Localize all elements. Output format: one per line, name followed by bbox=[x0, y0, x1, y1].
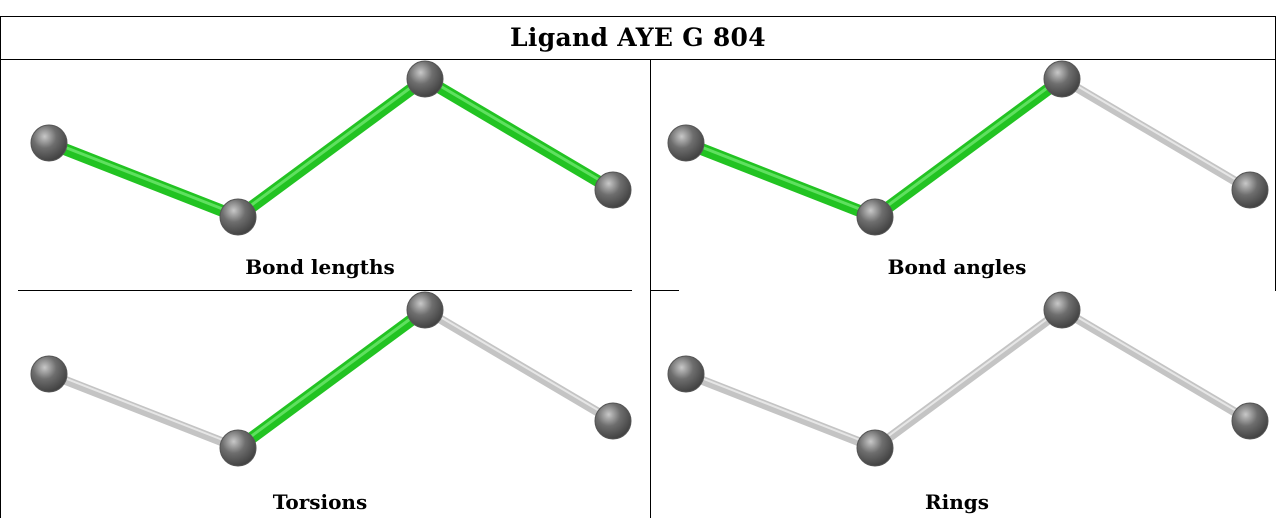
molecule-diagram bbox=[667, 291, 1269, 467]
bond-2 bbox=[870, 305, 1067, 453]
title-divider bbox=[0, 59, 1276, 60]
top-border bbox=[0, 16, 1276, 17]
molecule-diagram bbox=[30, 60, 632, 236]
molecule-diagram bbox=[667, 60, 1269, 236]
bond-1-shine bbox=[48, 371, 239, 447]
panel-rings: Rings bbox=[638, 291, 1276, 521]
left-border bbox=[0, 16, 1, 518]
bond-2 bbox=[869, 73, 1068, 223]
panel-caption: Torsions bbox=[272, 490, 368, 514]
atom-4 bbox=[1231, 402, 1269, 440]
bond-3 bbox=[1057, 74, 1255, 195]
atom-1 bbox=[30, 355, 68, 393]
atom-3 bbox=[406, 60, 444, 98]
atom-3 bbox=[406, 291, 444, 329]
atom-1 bbox=[667, 355, 705, 393]
bond-2-shine bbox=[236, 306, 427, 448]
atom-1 bbox=[30, 124, 68, 162]
bond-2-shine bbox=[873, 75, 1064, 217]
atom-4 bbox=[594, 171, 632, 209]
panel-torsions: Torsions bbox=[1, 291, 639, 521]
bond-3-shine bbox=[1061, 76, 1251, 189]
atom-4 bbox=[594, 402, 632, 440]
panel-bond-angles: Bond angles bbox=[638, 60, 1276, 290]
bond-3 bbox=[420, 305, 618, 426]
bond-2 bbox=[232, 304, 431, 454]
panel-caption: Bond angles bbox=[887, 255, 1027, 279]
bond-3-shine bbox=[1061, 307, 1251, 420]
panel-caption: Bond lengths bbox=[245, 255, 395, 279]
figure-title: Ligand AYE G 804 bbox=[510, 23, 766, 52]
panel-bond-lengths: Bond lengths bbox=[1, 60, 639, 290]
panel-caption: Rings bbox=[924, 490, 989, 514]
bond-2 bbox=[232, 73, 431, 223]
bond-3 bbox=[419, 73, 619, 196]
bond-1 bbox=[44, 369, 243, 453]
atom-2 bbox=[856, 198, 894, 236]
bond-2-shine bbox=[874, 307, 1063, 447]
row-divider-right bbox=[651, 290, 679, 291]
bond-1-shine bbox=[684, 139, 877, 217]
atom-2 bbox=[219, 198, 257, 236]
atom-4 bbox=[1231, 171, 1269, 209]
bond-1-shine bbox=[47, 139, 240, 217]
bond-1 bbox=[680, 137, 881, 223]
molecule-diagram bbox=[30, 291, 632, 467]
bond-3-shine bbox=[423, 75, 615, 190]
bond-2-shine bbox=[236, 75, 427, 217]
center-divider bbox=[650, 59, 651, 518]
atom-1 bbox=[667, 124, 705, 162]
atom-2 bbox=[219, 429, 257, 467]
bond-1-shine bbox=[685, 371, 876, 447]
atom-3 bbox=[1043, 291, 1081, 329]
bond-1 bbox=[681, 369, 880, 453]
atom-2 bbox=[856, 429, 894, 467]
atom-3 bbox=[1043, 60, 1081, 98]
bond-1 bbox=[43, 137, 244, 223]
row-divider-left bbox=[18, 290, 632, 291]
bond-3-shine bbox=[424, 307, 614, 420]
bond-3 bbox=[1057, 305, 1255, 426]
